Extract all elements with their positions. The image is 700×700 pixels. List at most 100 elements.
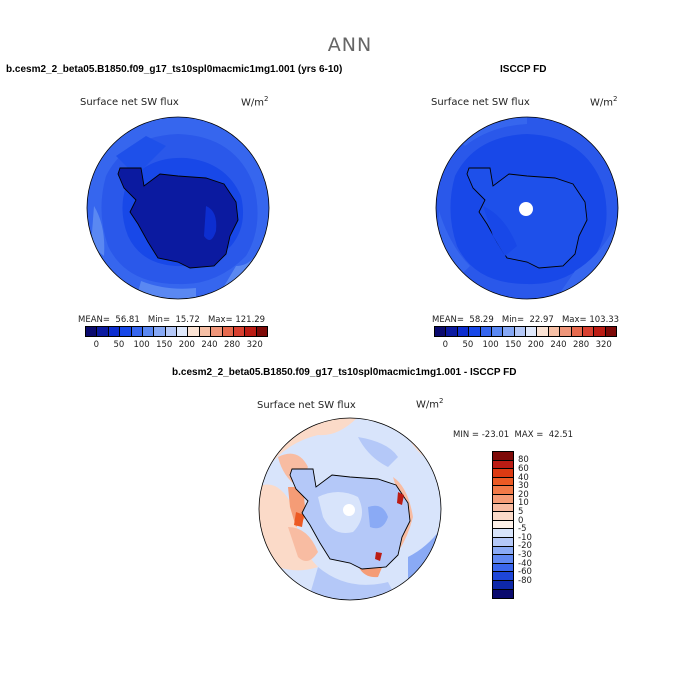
colorbar-tick-label: -80 xyxy=(518,575,532,586)
panel-obs-variable: Surface net SW flux xyxy=(431,97,530,108)
colorbar-swatch xyxy=(514,327,526,336)
panel-model-variable: Surface net SW flux xyxy=(80,97,179,108)
colorbar-swatch xyxy=(493,580,513,590)
colorbar-tick-label: -5 xyxy=(518,524,527,535)
colorbar-tick-label: 100 xyxy=(133,340,150,350)
colorbar-swatch xyxy=(493,529,513,538)
colorbar-swatch xyxy=(222,327,234,336)
colorbar-swatch xyxy=(142,327,155,336)
colorbar-swatch xyxy=(493,572,513,581)
colorbar-tick-label: 280 xyxy=(572,340,590,350)
colorbar-swatch xyxy=(120,327,132,336)
panel-obs-title: ISCCP FD xyxy=(500,64,547,75)
colorbar-swatch xyxy=(560,327,572,336)
colorbar-swatch xyxy=(493,563,513,573)
colorbar-tick-label: 240 xyxy=(201,340,218,350)
panel-diff-variable: Surface net SW flux xyxy=(257,400,356,411)
colorbar-swatch xyxy=(548,327,561,336)
colorbar-swatch xyxy=(435,327,447,336)
colorbar-model-labels: 0 50 100 150 200 240 280 320 xyxy=(85,340,266,352)
colorbar-swatch xyxy=(469,327,481,336)
colorbar-tick-label: -10 xyxy=(518,532,532,543)
colorbar-tick-label: 50 xyxy=(462,340,474,350)
panel-diff-stats: MIN = -23.01 MAX = 42.51 xyxy=(453,430,574,440)
panel-obs-stats: MEAN= 58.29 Min= 22.97 Max= 103.33 xyxy=(432,315,620,325)
colorbar-swatch xyxy=(493,555,513,564)
colorbar-swatch xyxy=(233,327,246,336)
colorbar-tick-label: 200 xyxy=(527,340,544,350)
colorbar-tick-label: 320 xyxy=(595,340,612,350)
colorbar-swatch xyxy=(594,327,606,336)
colorbar-swatch xyxy=(493,452,513,461)
colorbar-tick-label: 0 xyxy=(518,515,524,526)
colorbar-tick-label: 80 xyxy=(518,455,529,466)
colorbar-swatch xyxy=(211,327,223,336)
panel-model-title: b.cesm2_2_beta05.B1850.f09_g17_ts10spl0m… xyxy=(6,64,343,75)
colorbar-diff-labels: 80 60 40 30 20 10 5 0 -5 -10 -20 -30 -40 -60 -80 xyxy=(518,451,558,599)
colorbar-model xyxy=(85,326,268,337)
colorbar-obs-labels: 0 50 100 150 200 240 280 320 xyxy=(434,340,615,352)
colorbar-swatch xyxy=(493,477,513,487)
colorbar-swatch xyxy=(493,520,513,530)
colorbar-tick-label: 30 xyxy=(518,481,529,492)
panel-model-units: W/m2 xyxy=(241,95,269,109)
colorbar-swatch xyxy=(526,327,538,336)
colorbar-tick-label: 240 xyxy=(550,340,567,350)
colorbar-tick-label: -40 xyxy=(518,558,532,569)
map-diff-south-polar xyxy=(258,417,442,601)
colorbar-swatch xyxy=(493,460,513,470)
colorbar-swatch xyxy=(165,327,177,336)
colorbar-swatch xyxy=(493,503,513,513)
colorbar-tick-label: 100 xyxy=(482,340,499,350)
colorbar-swatch xyxy=(503,327,515,336)
colorbar-tick-label: 10 xyxy=(518,498,529,509)
colorbar-swatch xyxy=(245,327,257,336)
colorbar-tick-label: 40 xyxy=(518,472,529,483)
colorbar-tick-label: -30 xyxy=(518,550,532,561)
colorbar-diff xyxy=(492,451,514,600)
colorbar-swatch xyxy=(97,327,109,336)
colorbar-tick-label: 0 xyxy=(93,340,100,350)
colorbar-tick-label: 60 xyxy=(518,464,529,475)
colorbar-tick-label: 150 xyxy=(505,340,522,350)
colorbar-tick-label: 200 xyxy=(178,340,195,350)
colorbar-swatch xyxy=(493,486,513,495)
colorbar-swatch xyxy=(582,327,595,336)
panel-model-stats: MEAN= 56.81 Min= 15.72 Max= 121.29 xyxy=(78,315,266,325)
colorbar-swatch xyxy=(480,327,492,336)
colorbar-swatch xyxy=(457,327,470,336)
colorbar-swatch xyxy=(446,327,458,336)
colorbar-swatch xyxy=(177,327,189,336)
colorbar-swatch xyxy=(491,327,504,336)
panel-diff-title: b.cesm2_2_beta05.B1850.f09_g17_ts10spl0m… xyxy=(172,367,517,378)
colorbar-swatch xyxy=(86,327,98,336)
colorbar-tick-label: 0 xyxy=(442,340,449,350)
colorbar-swatch xyxy=(493,537,513,547)
panel-diff-units: W/m2 xyxy=(416,397,444,411)
colorbar-swatch xyxy=(131,327,143,336)
colorbar-swatch xyxy=(493,494,513,504)
colorbar-swatch xyxy=(493,546,513,556)
colorbar-swatch xyxy=(571,327,583,336)
colorbar-tick-label: 20 xyxy=(518,489,529,500)
season-title: ANN xyxy=(327,34,373,56)
colorbar-tick-label: 5 xyxy=(518,507,524,518)
colorbar-tick-label: -60 xyxy=(518,567,532,578)
colorbar-tick-label: -20 xyxy=(518,541,532,552)
colorbar-tick-label: 320 xyxy=(246,340,263,350)
colorbar-swatch xyxy=(199,327,212,336)
colorbar-swatch xyxy=(493,469,513,478)
colorbar-swatch xyxy=(493,512,513,521)
colorbar-tick-label: 50 xyxy=(113,340,125,350)
colorbar-tick-label: 150 xyxy=(156,340,173,350)
panel-obs-units: W/m2 xyxy=(590,95,618,109)
colorbar-swatch xyxy=(493,589,513,599)
map-obs-south-polar xyxy=(435,116,619,300)
colorbar-tick-label: 280 xyxy=(223,340,241,350)
map-model-south-polar xyxy=(86,116,270,300)
colorbar-swatch xyxy=(537,327,549,336)
colorbar-obs xyxy=(434,326,617,337)
colorbar-swatch xyxy=(188,327,200,336)
colorbar-swatch xyxy=(154,327,166,336)
colorbar-swatch xyxy=(108,327,121,336)
